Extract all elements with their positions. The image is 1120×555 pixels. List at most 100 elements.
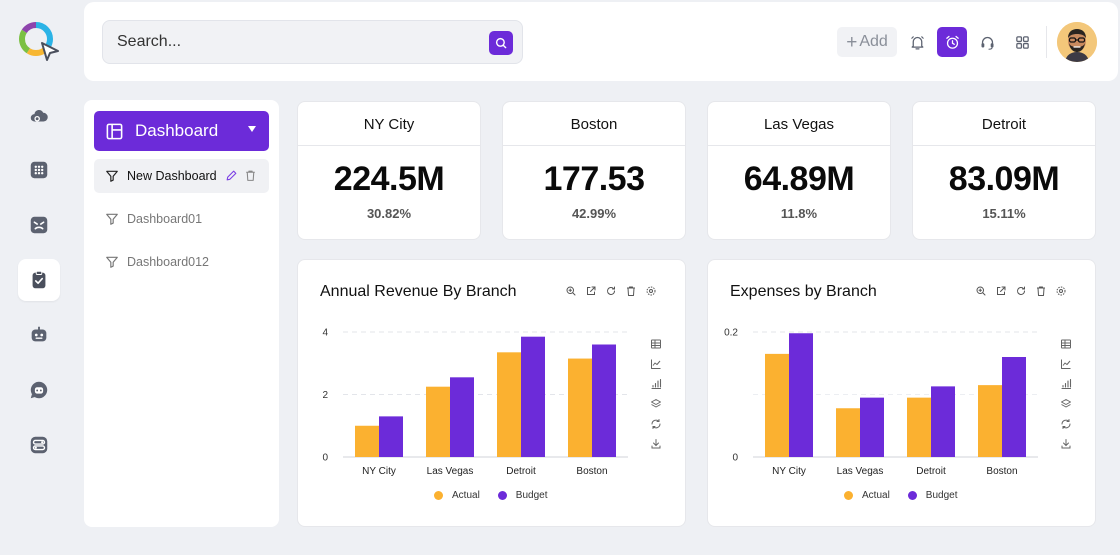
x-tick-label: Las Vegas bbox=[427, 466, 474, 477]
chevron-down-icon bbox=[248, 126, 256, 132]
kpi-percent: 15.11% bbox=[982, 206, 1026, 221]
add-button[interactable]: + Add bbox=[837, 27, 897, 57]
support-button[interactable] bbox=[972, 27, 1002, 57]
bar-actual-ny-city[interactable] bbox=[765, 353, 789, 457]
alarm-clock-icon bbox=[945, 35, 959, 49]
apps-button[interactable] bbox=[1007, 27, 1037, 57]
sidebar-item-label: Dashboard012 bbox=[127, 255, 210, 269]
rail-apps-button[interactable] bbox=[18, 149, 60, 191]
bar-budget-ny-city[interactable] bbox=[789, 333, 813, 457]
x-tick-label: Detroit bbox=[506, 466, 536, 477]
revenue-chart-card: 0 2 4 NY City Las Vegas Detroit Boston Annual … bbox=[297, 259, 686, 527]
search-bar bbox=[102, 20, 523, 64]
legend-item-budget[interactable]: Budget bbox=[907, 490, 958, 501]
legend-item-actual[interactable]: Actual bbox=[844, 490, 890, 501]
layers-icon[interactable] bbox=[1060, 398, 1072, 410]
rail-chatbot-button[interactable] bbox=[18, 369, 60, 411]
expenses-chart-card: 0 0.2 NY City Las Vegas Detroit Boston Expens… bbox=[707, 259, 1096, 527]
grid-icon bbox=[1015, 35, 1029, 49]
sidebar-item-label: New Dashboard bbox=[127, 169, 217, 183]
kpi-card-las-vegas: Las Vegas 64.89M 11.8% bbox=[707, 101, 891, 240]
trash-icon[interactable] bbox=[1035, 285, 1047, 297]
table-icon[interactable] bbox=[1060, 338, 1072, 350]
dashboard-sidebar: Dashboard New Dashboard Dashboard01 Dash… bbox=[84, 100, 279, 527]
sync-icon[interactable] bbox=[650, 418, 662, 430]
add-button-label: Add bbox=[859, 33, 888, 50]
table-icon[interactable] bbox=[650, 338, 662, 350]
legend-swatch bbox=[844, 491, 853, 500]
legend-item-budget[interactable]: Budget bbox=[497, 490, 548, 501]
legend-item-actual[interactable]: Actual bbox=[434, 490, 480, 501]
line-chart-icon[interactable] bbox=[650, 358, 662, 370]
y-tick-label: 0.2 bbox=[724, 328, 738, 339]
bar-actual-detroit[interactable] bbox=[907, 397, 931, 457]
rail-cloud-button[interactable] bbox=[18, 95, 60, 137]
bar-actual-boston[interactable] bbox=[978, 385, 1002, 457]
x-tick-label: Las Vegas bbox=[837, 466, 884, 477]
line-chart-icon[interactable] bbox=[1060, 358, 1072, 370]
cloud-icon bbox=[30, 109, 48, 122]
bar-budget-las-vegas[interactable] bbox=[860, 397, 884, 457]
gear-icon[interactable] bbox=[1055, 285, 1067, 297]
bar-actual-las-vegas[interactable] bbox=[836, 408, 860, 457]
x-tick-label: Detroit bbox=[916, 466, 946, 477]
trash-icon[interactable] bbox=[244, 169, 257, 182]
download-icon[interactable] bbox=[650, 438, 662, 450]
bar-actual-ny-city[interactable] bbox=[355, 425, 379, 457]
bar-budget-detroit[interactable] bbox=[521, 336, 545, 457]
chart-toolbar bbox=[975, 285, 1067, 297]
sidebar-item-dashboard012[interactable]: Dashboard012 bbox=[94, 245, 269, 279]
zoom-in-icon[interactable] bbox=[975, 285, 987, 297]
search-input[interactable] bbox=[117, 21, 477, 63]
bar-budget-ny-city[interactable] bbox=[379, 416, 403, 457]
left-rail bbox=[0, 0, 78, 555]
sidebar-item-dashboard01[interactable]: Dashboard01 bbox=[94, 202, 269, 236]
kpi-city: Las Vegas bbox=[708, 102, 890, 146]
rail-bot-button[interactable] bbox=[18, 314, 60, 356]
headset-icon bbox=[980, 36, 994, 50]
trash-icon[interactable] bbox=[625, 285, 637, 297]
user-avatar-icon bbox=[1057, 22, 1097, 62]
rail-analytics-button[interactable] bbox=[18, 204, 60, 246]
sidebar-item-new-dashboard[interactable]: New Dashboard bbox=[94, 159, 269, 193]
layers-icon[interactable] bbox=[650, 398, 662, 410]
refresh-icon[interactable] bbox=[605, 285, 617, 297]
plus-icon: + bbox=[846, 31, 858, 53]
sync-icon[interactable] bbox=[1060, 418, 1072, 430]
dashboard-label: Dashboard bbox=[135, 121, 219, 140]
kpi-percent: 11.8% bbox=[780, 206, 818, 221]
expenses-bar-chart: 0 0.2 NY City Las Vegas Detroit Boston bbox=[724, 328, 1038, 477]
clock-button[interactable] bbox=[937, 27, 967, 57]
app-logo-icon[interactable] bbox=[16, 19, 62, 63]
edit-pencil-icon[interactable] bbox=[225, 169, 238, 182]
bar-budget-detroit[interactable] bbox=[931, 386, 955, 457]
bar-actual-boston[interactable] bbox=[568, 358, 592, 457]
bar-chart-icon[interactable] bbox=[1060, 378, 1072, 390]
alarm-button[interactable] bbox=[902, 27, 932, 57]
external-link-icon[interactable] bbox=[585, 285, 597, 297]
bar-budget-boston[interactable] bbox=[592, 344, 616, 458]
external-link-icon[interactable] bbox=[995, 285, 1007, 297]
bar-chart-icon[interactable] bbox=[650, 378, 662, 390]
apps-grid-icon bbox=[30, 161, 48, 179]
download-icon[interactable] bbox=[1060, 438, 1072, 450]
refresh-icon[interactable] bbox=[1015, 285, 1027, 297]
rail-toggle-button[interactable] bbox=[18, 424, 60, 466]
chart-legend: Actual Budget bbox=[434, 490, 548, 501]
search-button[interactable] bbox=[489, 31, 513, 55]
legend-label: Budget bbox=[925, 490, 958, 501]
dashboard-dropdown-button[interactable]: Dashboard bbox=[94, 111, 269, 151]
sidebar-item-label: Dashboard01 bbox=[127, 212, 203, 226]
chart-title: Annual Revenue By Branch bbox=[320, 283, 517, 300]
avatar[interactable] bbox=[1057, 22, 1097, 62]
x-tick-label: Boston bbox=[986, 466, 1017, 477]
bar-budget-las-vegas[interactable] bbox=[450, 377, 474, 457]
y-tick-label: 0 bbox=[322, 453, 328, 464]
y-tick-label: 4 bbox=[322, 328, 328, 339]
gear-icon[interactable] bbox=[645, 285, 657, 297]
bar-actual-detroit[interactable] bbox=[497, 352, 521, 457]
zoom-in-icon[interactable] bbox=[565, 285, 577, 297]
bar-actual-las-vegas[interactable] bbox=[426, 386, 450, 457]
bar-budget-boston[interactable] bbox=[1002, 357, 1026, 457]
rail-clipboard-button[interactable] bbox=[18, 259, 60, 301]
